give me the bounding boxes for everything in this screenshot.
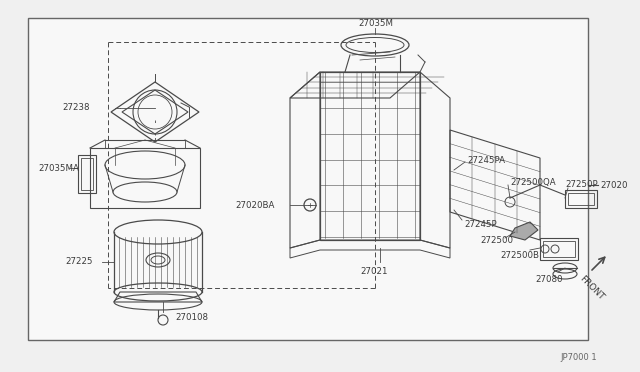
Bar [540,238,578,260]
Text: 272500: 272500 [480,235,513,244]
Text: 27245PA: 27245PA [467,155,505,164]
Text: 27238: 27238 [62,103,90,112]
Text: 27035M: 27035M [358,19,393,28]
Text: 27020BA: 27020BA [235,201,275,209]
Text: 272500B: 272500B [500,250,539,260]
Bar [28,18,588,340]
Text: 27035MA: 27035MA [38,164,79,173]
Text: 27250P: 27250P [565,180,598,189]
Text: 272500QA: 272500QA [510,177,556,186]
Bar [543,241,575,257]
Text: 27225: 27225 [65,257,93,266]
Text: JP7000 1: JP7000 1 [560,353,596,362]
Bar [568,193,594,205]
Bar [565,190,597,208]
Bar [78,155,96,193]
Text: 27080: 27080 [535,276,563,285]
Text: 27245P: 27245P [464,219,497,228]
Bar [81,158,93,190]
Text: 270108: 270108 [175,314,208,323]
Polygon shape [510,222,538,240]
Text: FRONT: FRONT [578,274,606,302]
Text: 27020: 27020 [600,180,627,189]
Text: 27021: 27021 [360,267,387,276]
